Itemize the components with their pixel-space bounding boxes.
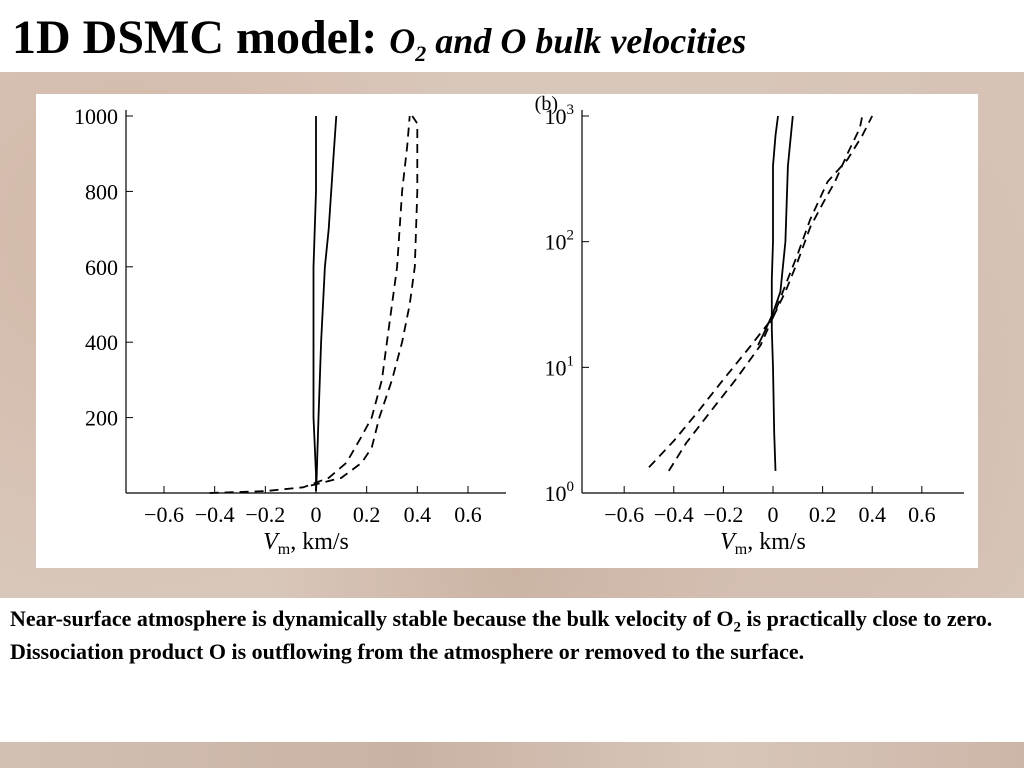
x-tick-label: 0 [768, 502, 779, 527]
y-tick-label: 100 [545, 479, 575, 506]
x-tick-label: −0.2 [245, 502, 285, 527]
series-line-2-solid [757, 115, 794, 346]
x-tick-label: 0.6 [908, 502, 936, 527]
x-tick-label: −0.6 [604, 502, 644, 527]
series-line-3-dashed [648, 115, 864, 468]
x-tick-label: −0.2 [703, 502, 743, 527]
x-axis-label: Vm, km/s [263, 529, 349, 558]
series-line-4-dashed [310, 115, 419, 487]
series-line-1-solid [312, 116, 317, 492]
y-tick-label: 103 [545, 102, 575, 129]
figure-panel: −0.6 −0.4 −0.2 0 0.2 0.4 0.6 200 400 600 800 1000 Vm… [36, 94, 978, 568]
x-tick-label: 0.6 [454, 502, 482, 527]
x-tick-label: 0 [311, 502, 322, 527]
panel-label: (b) [535, 94, 558, 115]
x-tick-label: 0.4 [858, 502, 886, 527]
chart-1: −0.6 −0.4 −0.2 0 0.2 0.4 0.6 200 400 600 800 1000 Vm… [74, 104, 506, 558]
bottom-texture-strip [0, 742, 1024, 768]
x-tick-label: −0.4 [654, 502, 694, 527]
caption-paragraph-2: Dissociation product O is outflowing fro… [10, 639, 805, 664]
caption-p1-post: is practically close to zero. [741, 606, 993, 631]
title-main: 1D DSMC model: [12, 11, 378, 64]
y-tick-label: 400 [85, 330, 118, 355]
x-axis-label: Vm, km/s [720, 529, 806, 558]
chart-2: −0.6 −0.4 −0.2 0 0.2 0.4 0.6 100 101 102 103 Vm, km… [535, 94, 964, 558]
title-italic: O2 and O bulk velocities [389, 21, 747, 66]
series-line-1-solid [770, 115, 779, 471]
x-tick-label: 0.2 [353, 502, 381, 527]
caption-p1-sub: 2 [733, 619, 742, 636]
velocity-chart-figure: −0.6 −0.4 −0.2 0 0.2 0.4 0.62004006008001000Vm… [74, 94, 964, 558]
x-tick-label: −0.6 [144, 502, 184, 527]
series-line-3-dashed [209, 115, 411, 494]
y-tick-label: 1000 [74, 104, 118, 129]
y-tick-label: 101 [545, 353, 575, 380]
y-tick-label: 600 [85, 255, 118, 280]
y-tick-label: 102 [545, 228, 575, 255]
y-tick-label: 200 [85, 406, 118, 431]
series-line-4-dashed [668, 115, 874, 472]
series-line-2-solid [315, 115, 338, 492]
title-italic-pre: O [389, 21, 416, 61]
caption-p1-pre: Near-surface atmosphere is dynamically s… [10, 606, 734, 631]
caption: Near-surface atmosphere is dynamically s… [10, 602, 1010, 668]
slide-title: 1D DSMC model: O2 and O bulk velocities [12, 8, 746, 84]
caption-paragraph-1: Near-surface atmosphere is dynamically s… [10, 602, 1010, 635]
x-tick-label: 0.4 [404, 502, 432, 527]
title-italic-sub: 2 [415, 41, 427, 67]
title-italic-post: and O bulk velocities [426, 21, 747, 61]
x-tick-label: −0.4 [195, 502, 235, 527]
y-tick-label: 800 [85, 179, 118, 204]
x-tick-label: 0.2 [809, 502, 837, 527]
